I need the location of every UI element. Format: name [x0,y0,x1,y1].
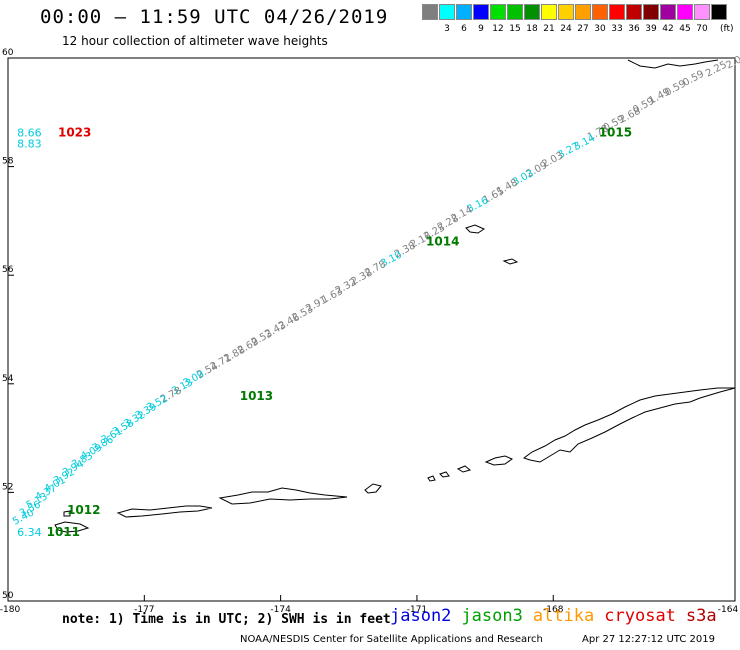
footer-note: note: 1) Time is in UTC; 2) SWH is in fe… [62,612,391,627]
edge-swh-value: 8.83 [17,138,42,151]
legend-label: 39 [645,24,657,34]
footer-timestamp: Apr 27 12:27:12 UTC 2019 [582,634,715,645]
coastline-alaska-peninsula [522,387,736,463]
legend-swatch [456,4,472,20]
page-subtitle: 12 hour collection of altimeter wave hei… [62,34,328,48]
pressure-label: 1014 [426,234,459,248]
legend-label: 12 [492,24,504,34]
lon-tick-label: -168 [543,605,564,615]
lon-tick-label: -180 [0,605,20,615]
lon-tick-label: -164 [718,605,739,615]
legend-swatch [490,4,506,20]
coastline-alaska-mainland [627,59,719,69]
pressure-label: 1012 [67,503,100,517]
lat-tick-label: 54 [2,374,14,384]
legend-unit: (ft) [720,24,734,34]
legend-swatch [592,4,608,20]
lon-tick-label: -174 [270,605,291,615]
coastlines [54,59,736,533]
legend-swatch [541,4,557,20]
lat-tick-label: 50 [2,591,14,601]
coastline-island-attu [63,510,71,517]
swh-value: 2.25 [704,59,729,79]
legend-label: 24 [560,24,572,34]
legend-label: 33 [611,24,623,34]
legend-swatch [439,4,455,20]
page-title: 00:00 – 11:59 UTC 04/26/2019 [40,6,389,28]
map-frame [7,57,736,602]
legend-label: 30 [594,24,606,34]
satellite-legend: jason2 jason3 altika cryosat s3a [390,606,727,626]
satellite-name: jason2 [390,606,452,626]
legend-swatch [626,4,642,20]
pressure-label: 1015 [599,126,632,140]
legend-swatch [524,4,540,20]
legend-label: 21 [543,24,555,34]
lat-tick-label: 60 [2,48,14,58]
legend-label: 3 [444,24,450,34]
legend-swatch [609,4,625,20]
satellite-name: altika [532,606,595,626]
coastline-island-5 [439,471,450,478]
coastline-andreanof-islands [218,487,348,505]
satellite-name: jason3 [461,606,523,626]
legend-label: 9 [478,24,484,34]
lon-tick-label: -171 [407,605,427,615]
legend-swatch [473,4,489,20]
legend-swatch [558,4,574,20]
lat-tick-label: 52 [2,482,13,492]
coastline-island-7 [364,483,382,494]
legend-label: 42 [662,24,674,34]
map-ticks: -180 -177 -174 -171 -168 -164 60 58 56 54 52 50 [0,48,738,615]
pressure-label: 1011 [47,525,80,539]
lat-tick-label: 56 [2,265,14,275]
legend-label: 45 [679,24,691,34]
edge-swh-value: 8.66 [17,127,42,140]
coastline-fox-islands [484,455,514,466]
legend-swatch [711,4,727,20]
legend-swatch [575,4,591,20]
legend-label: 15 [509,24,521,34]
swh-value: 2.0 [724,54,740,71]
coastline-rat-islands [116,505,213,518]
legend-swatch [677,4,693,20]
swh-value: 5.40 [11,507,36,527]
legend-label: 6 [461,24,467,34]
lat-tick-label: 58 [2,157,14,167]
pressure-labels: 8.668.83 6.34 1023 1015 1014 1013 1012 1011 [17,126,632,539]
legend-swatch [643,4,659,20]
pressure-label: 1013 [240,389,273,403]
legend-label: 36 [628,24,640,34]
legend-swatch [694,4,710,20]
legend-swatch [422,4,438,20]
coastline-pribilof-island-1 [465,224,486,234]
pressure-label: 1023 [58,126,91,140]
coastline-island-4 [456,465,472,473]
coastline-island-6 [427,475,436,482]
legend-label: 70 [696,24,708,34]
legend-swatch [660,4,676,20]
map-border [7,57,736,602]
lon-tick-label: -177 [134,605,154,615]
coastline-pribilof-island-2 [502,258,519,265]
coastline-near-islands [54,521,90,533]
satellite-name: s3a [685,606,717,626]
legend-swatch [507,4,523,20]
edge-swh-value: 6.34 [17,526,42,539]
legend-label: 27 [577,24,589,34]
footer-credit: NOAA/NESDIS Center for Satellite Applica… [240,634,543,645]
satellite-name: cryosat [604,606,676,626]
legend-label: 18 [526,24,538,34]
